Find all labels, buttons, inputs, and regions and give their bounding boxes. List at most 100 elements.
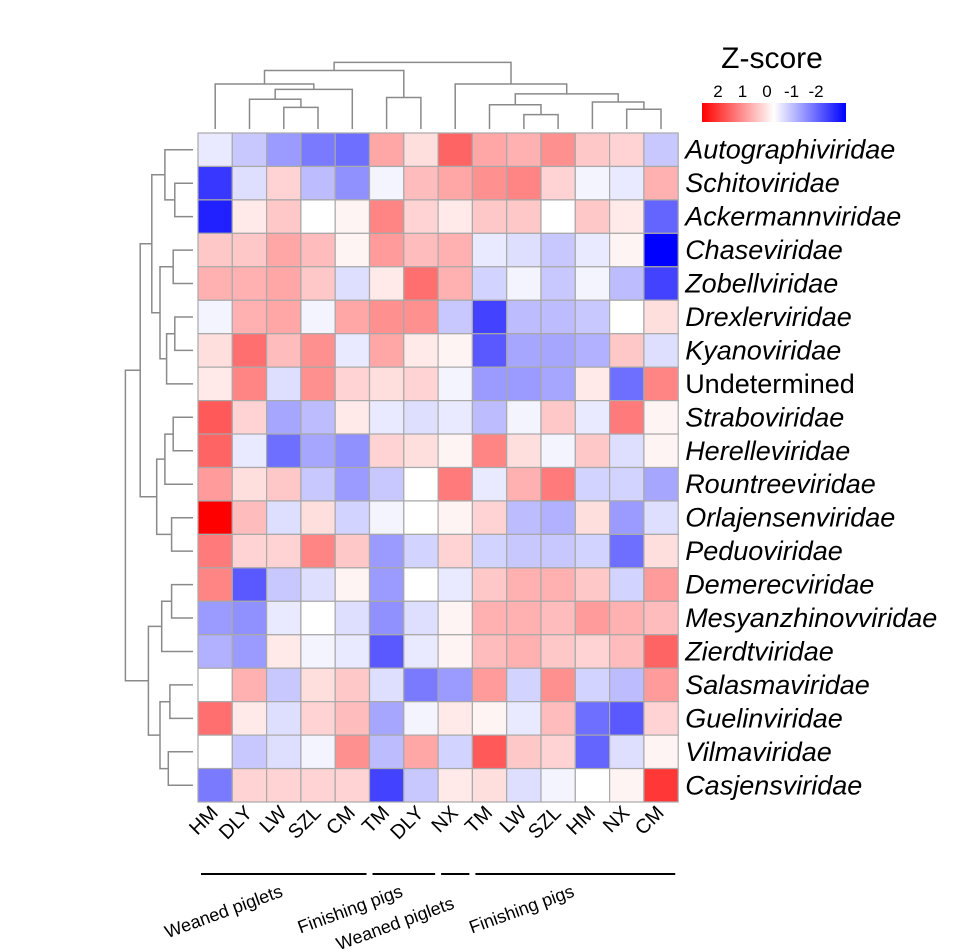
heatmap-cell	[231, 266, 268, 301]
heatmap-cell	[368, 734, 405, 770]
row-label: Mesyanzhinovviridae	[685, 603, 937, 633]
heatmap-cells	[197, 132, 679, 803]
heatmap-cell	[197, 466, 233, 502]
heatmap-cell	[368, 299, 405, 335]
heatmap-cell	[506, 333, 542, 368]
heatmap-cell	[540, 400, 576, 435]
column-label: SZL	[524, 802, 565, 843]
heatmap-cell	[403, 165, 439, 201]
heatmap-cell	[266, 333, 302, 368]
heatmap-cell	[368, 165, 405, 201]
heatmap-cell	[574, 400, 611, 435]
column-label: DLY	[386, 802, 428, 844]
legend-title: Z-score	[721, 42, 823, 75]
heatmap-cell	[540, 500, 576, 536]
dendrogram-branch	[248, 98, 302, 129]
row-label: Peduoviridae	[685, 536, 843, 566]
heatmap-cell	[334, 734, 371, 770]
row-label: Rountreeviridae	[685, 469, 876, 499]
heatmap-cell	[608, 165, 645, 201]
heatmap-cell	[266, 500, 302, 536]
dendrogram-branch	[174, 182, 193, 218]
heatmap-cell	[231, 567, 268, 602]
heatmap-cell	[608, 433, 645, 469]
heatmap-cell	[231, 767, 268, 803]
heatmap-cell	[471, 199, 508, 234]
heatmap-cell	[368, 567, 405, 602]
heatmap-cell	[368, 634, 405, 669]
heatmap-cell	[368, 667, 405, 703]
heatmap-cell	[608, 299, 645, 335]
dendrogram-branch	[169, 684, 193, 720]
heatmap-cell	[608, 466, 645, 502]
heatmap-cell	[643, 433, 679, 469]
heatmap-cell	[334, 165, 371, 201]
heatmap-cell	[574, 366, 611, 402]
heatmap-cell	[506, 232, 542, 268]
heatmap-cell	[334, 567, 371, 602]
dendrogram-branch	[165, 332, 193, 385]
heatmap-cell	[334, 400, 371, 435]
heatmap-cell	[266, 366, 302, 402]
heatmap-cell	[540, 199, 576, 234]
heatmap-cell	[368, 500, 405, 536]
heatmap-cell	[403, 634, 439, 669]
heatmap-cell	[300, 767, 336, 803]
heatmap-cell	[197, 667, 233, 703]
row-label: Zierdtviridae	[684, 637, 834, 667]
heatmap-cell	[437, 667, 474, 703]
heatmap-cell	[334, 433, 371, 469]
dendrogram-branch	[488, 103, 542, 129]
heatmap-cell	[368, 701, 405, 736]
heatmap-cell	[574, 299, 611, 335]
row-dendrogram	[124, 148, 193, 787]
heatmap-cell	[574, 567, 611, 602]
heatmap-cell	[266, 266, 302, 301]
heatmap-cell	[608, 767, 645, 803]
heatmap-cell	[197, 266, 233, 301]
heatmap-cell	[643, 232, 679, 268]
heatmap-cell	[197, 299, 233, 335]
heatmap-cell	[471, 567, 508, 602]
heatmap-cell	[540, 132, 576, 168]
heatmap-cell	[574, 634, 611, 669]
heatmap-cell	[471, 533, 508, 569]
heatmap-cell	[471, 266, 508, 301]
row-label: Salasmaviridae	[685, 670, 870, 700]
heatmap-cell	[643, 333, 679, 368]
row-label: Vilmaviridae	[685, 737, 832, 767]
heatmap-cell	[403, 734, 439, 770]
heatmap-cell	[334, 466, 371, 502]
heatmap-cell	[574, 199, 611, 234]
row-label: Drexlerviridae	[685, 302, 852, 332]
heatmap-cell	[574, 333, 611, 368]
heatmap-cell	[574, 266, 611, 301]
heatmap-cell	[540, 533, 576, 569]
heatmap-cell	[608, 132, 645, 168]
row-label: Demerecviridae	[685, 570, 874, 600]
dendrogram-branch	[591, 101, 645, 129]
column-label: TM	[461, 802, 497, 838]
dendrogram-branch	[514, 93, 619, 105]
heatmap-cell	[471, 466, 508, 502]
heatmap-cell	[300, 667, 336, 703]
heatmap-cell	[540, 165, 576, 201]
dendrogram-branch	[172, 249, 193, 285]
heatmap-cell	[643, 667, 679, 703]
dendrogram-branch	[160, 600, 193, 653]
heatmap-cell	[540, 433, 576, 469]
heatmap-cell	[368, 199, 405, 234]
heatmap-cell	[368, 767, 405, 803]
heatmap-cell	[437, 466, 474, 502]
heatmap-cell	[403, 433, 439, 469]
heatmap-cell	[197, 600, 233, 636]
heatmap-cell	[608, 199, 645, 234]
heatmap-cell	[608, 667, 645, 703]
heatmap-cell	[300, 232, 336, 268]
heatmap-cell	[300, 299, 336, 335]
heatmap-cell	[334, 333, 371, 368]
row-label: Kyanoviridae	[685, 335, 841, 365]
heatmap-cell	[368, 600, 405, 636]
heatmap-cell	[574, 165, 611, 201]
